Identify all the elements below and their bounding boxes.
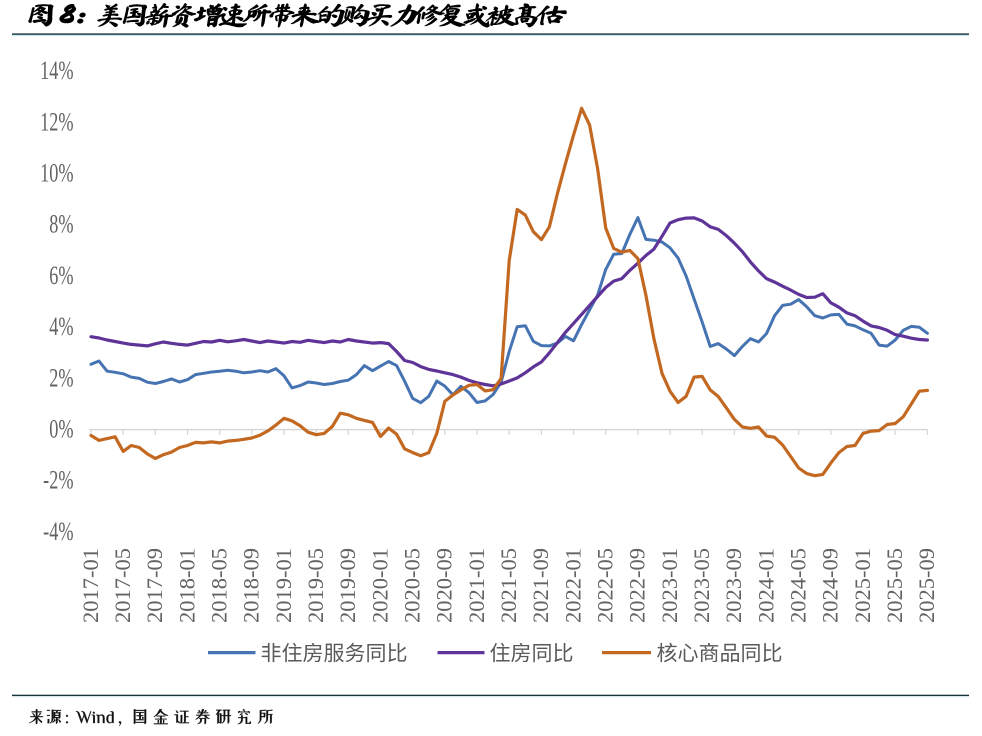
svg-text:2017-09: 2017-09 — [142, 548, 167, 623]
svg-text:2020-09: 2020-09 — [432, 548, 457, 623]
svg-text:6%: 6% — [49, 261, 73, 290]
svg-text:2021-09: 2021-09 — [528, 548, 553, 623]
svg-text:2023-05: 2023-05 — [689, 548, 714, 623]
svg-text:2022-09: 2022-09 — [625, 548, 650, 623]
svg-text:2020-05: 2020-05 — [400, 548, 425, 623]
svg-text:8%: 8% — [49, 210, 73, 239]
svg-text:2017-05: 2017-05 — [110, 548, 135, 623]
svg-text:2%: 2% — [49, 363, 73, 392]
svg-text:10%: 10% — [40, 158, 73, 187]
svg-text:-2%: -2% — [43, 466, 73, 495]
svg-text:2018-01: 2018-01 — [174, 548, 199, 623]
svg-text:2023-09: 2023-09 — [721, 548, 746, 623]
svg-text:2021-05: 2021-05 — [496, 548, 521, 623]
svg-text:2025-09: 2025-09 — [914, 548, 939, 623]
svg-text:0%: 0% — [49, 414, 73, 443]
svg-text:2025-05: 2025-05 — [882, 548, 907, 623]
svg-text:2018-05: 2018-05 — [207, 548, 232, 623]
svg-text:2024-01: 2024-01 — [753, 548, 778, 623]
svg-text:14%: 14% — [40, 56, 73, 85]
svg-text:2024-09: 2024-09 — [818, 548, 843, 623]
svg-text:2025-01: 2025-01 — [850, 548, 875, 623]
svg-text:2022-01: 2022-01 — [560, 548, 585, 623]
svg-text:2019-05: 2019-05 — [303, 548, 328, 623]
svg-text:2018-09: 2018-09 — [239, 548, 264, 623]
svg-text:2022-05: 2022-05 — [593, 548, 618, 623]
svg-text:2017-01: 2017-01 — [78, 548, 103, 623]
svg-text:2020-01: 2020-01 — [367, 548, 392, 623]
svg-text:4%: 4% — [49, 312, 73, 341]
svg-text:2024-05: 2024-05 — [786, 548, 811, 623]
svg-text:2019-09: 2019-09 — [335, 548, 360, 623]
svg-text:2023-01: 2023-01 — [657, 548, 682, 623]
svg-text:2019-01: 2019-01 — [271, 548, 296, 623]
svg-text:2021-01: 2021-01 — [464, 548, 489, 623]
svg-text:12%: 12% — [40, 107, 73, 136]
svg-text:-4%: -4% — [43, 517, 73, 546]
